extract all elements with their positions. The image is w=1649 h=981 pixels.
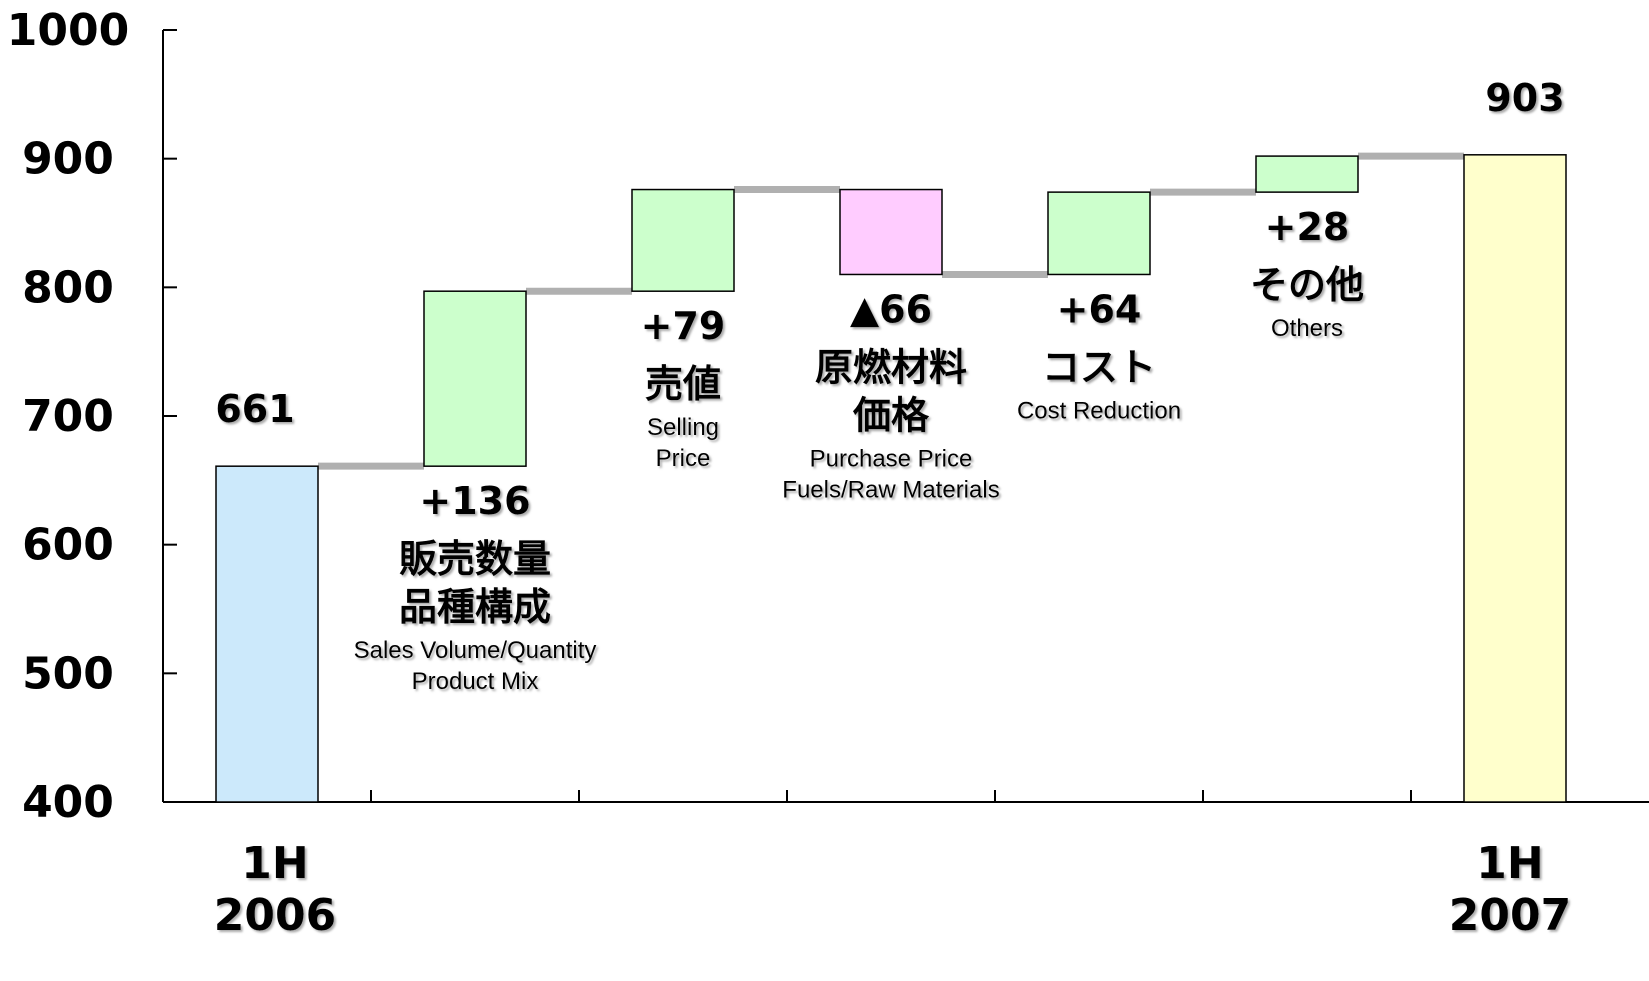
connectors <box>318 152 1464 470</box>
bar-6 <box>1463 154 1567 803</box>
y-tick-label: 400 <box>22 777 114 828</box>
delta-en-label: Others <box>1271 315 1343 342</box>
x-category-label: 1H <box>241 838 308 889</box>
x-category-label: 1H <box>1476 838 1543 889</box>
bars <box>215 154 1567 803</box>
bar-5 <box>1255 155 1359 193</box>
total-value-label: 903 <box>1485 76 1564 120</box>
delta-en-label: Sales Volume/Quantity <box>354 637 597 664</box>
x-category-label: 2007 <box>1449 890 1571 941</box>
delta-value-label: +136 <box>419 479 530 523</box>
delta-value-label: +28 <box>1265 205 1350 249</box>
delta-en-label: Cost Reduction <box>1017 397 1181 424</box>
bar-2 <box>631 188 735 292</box>
y-tick-label: 700 <box>22 391 114 442</box>
delta-jp-label: 価格 <box>852 393 930 437</box>
bar-1 <box>423 290 527 467</box>
delta-en-label: Selling <box>647 414 719 441</box>
bar-0 <box>215 465 319 803</box>
delta-value-label: +79 <box>641 304 726 348</box>
y-tick-label: 800 <box>22 262 114 313</box>
bar-4 <box>1047 191 1151 276</box>
x-category-label: 2006 <box>214 890 336 941</box>
y-tick-label: 1000 <box>7 5 129 56</box>
delta-jp-label: 販売数量 <box>399 537 551 581</box>
delta-jp-label: 品種構成 <box>399 585 551 629</box>
delta-jp-label: 原燃材料 <box>815 345 967 389</box>
delta-jp-label: 売値 <box>645 362 721 406</box>
delta-jp-label: その他 <box>1250 263 1364 307</box>
delta-en-label: Product Mix <box>412 668 539 695</box>
y-tick-label: 600 <box>22 520 114 571</box>
delta-en-label: Price <box>656 445 711 472</box>
delta-jp-label: コスト <box>1042 345 1156 389</box>
bar-3 <box>839 188 943 276</box>
delta-en-label: Fuels/Raw Materials <box>782 476 999 503</box>
y-tick-label: 500 <box>22 648 114 699</box>
delta-value-label: ▲66 <box>850 287 932 331</box>
axes: 1000 900 800 700 600 500 400 <box>7 5 1649 828</box>
y-tick-label: 900 <box>22 134 114 185</box>
total-value-label: 661 <box>215 387 294 431</box>
delta-value-label: +64 <box>1057 287 1142 331</box>
delta-en-label: Purchase Price <box>810 445 973 472</box>
